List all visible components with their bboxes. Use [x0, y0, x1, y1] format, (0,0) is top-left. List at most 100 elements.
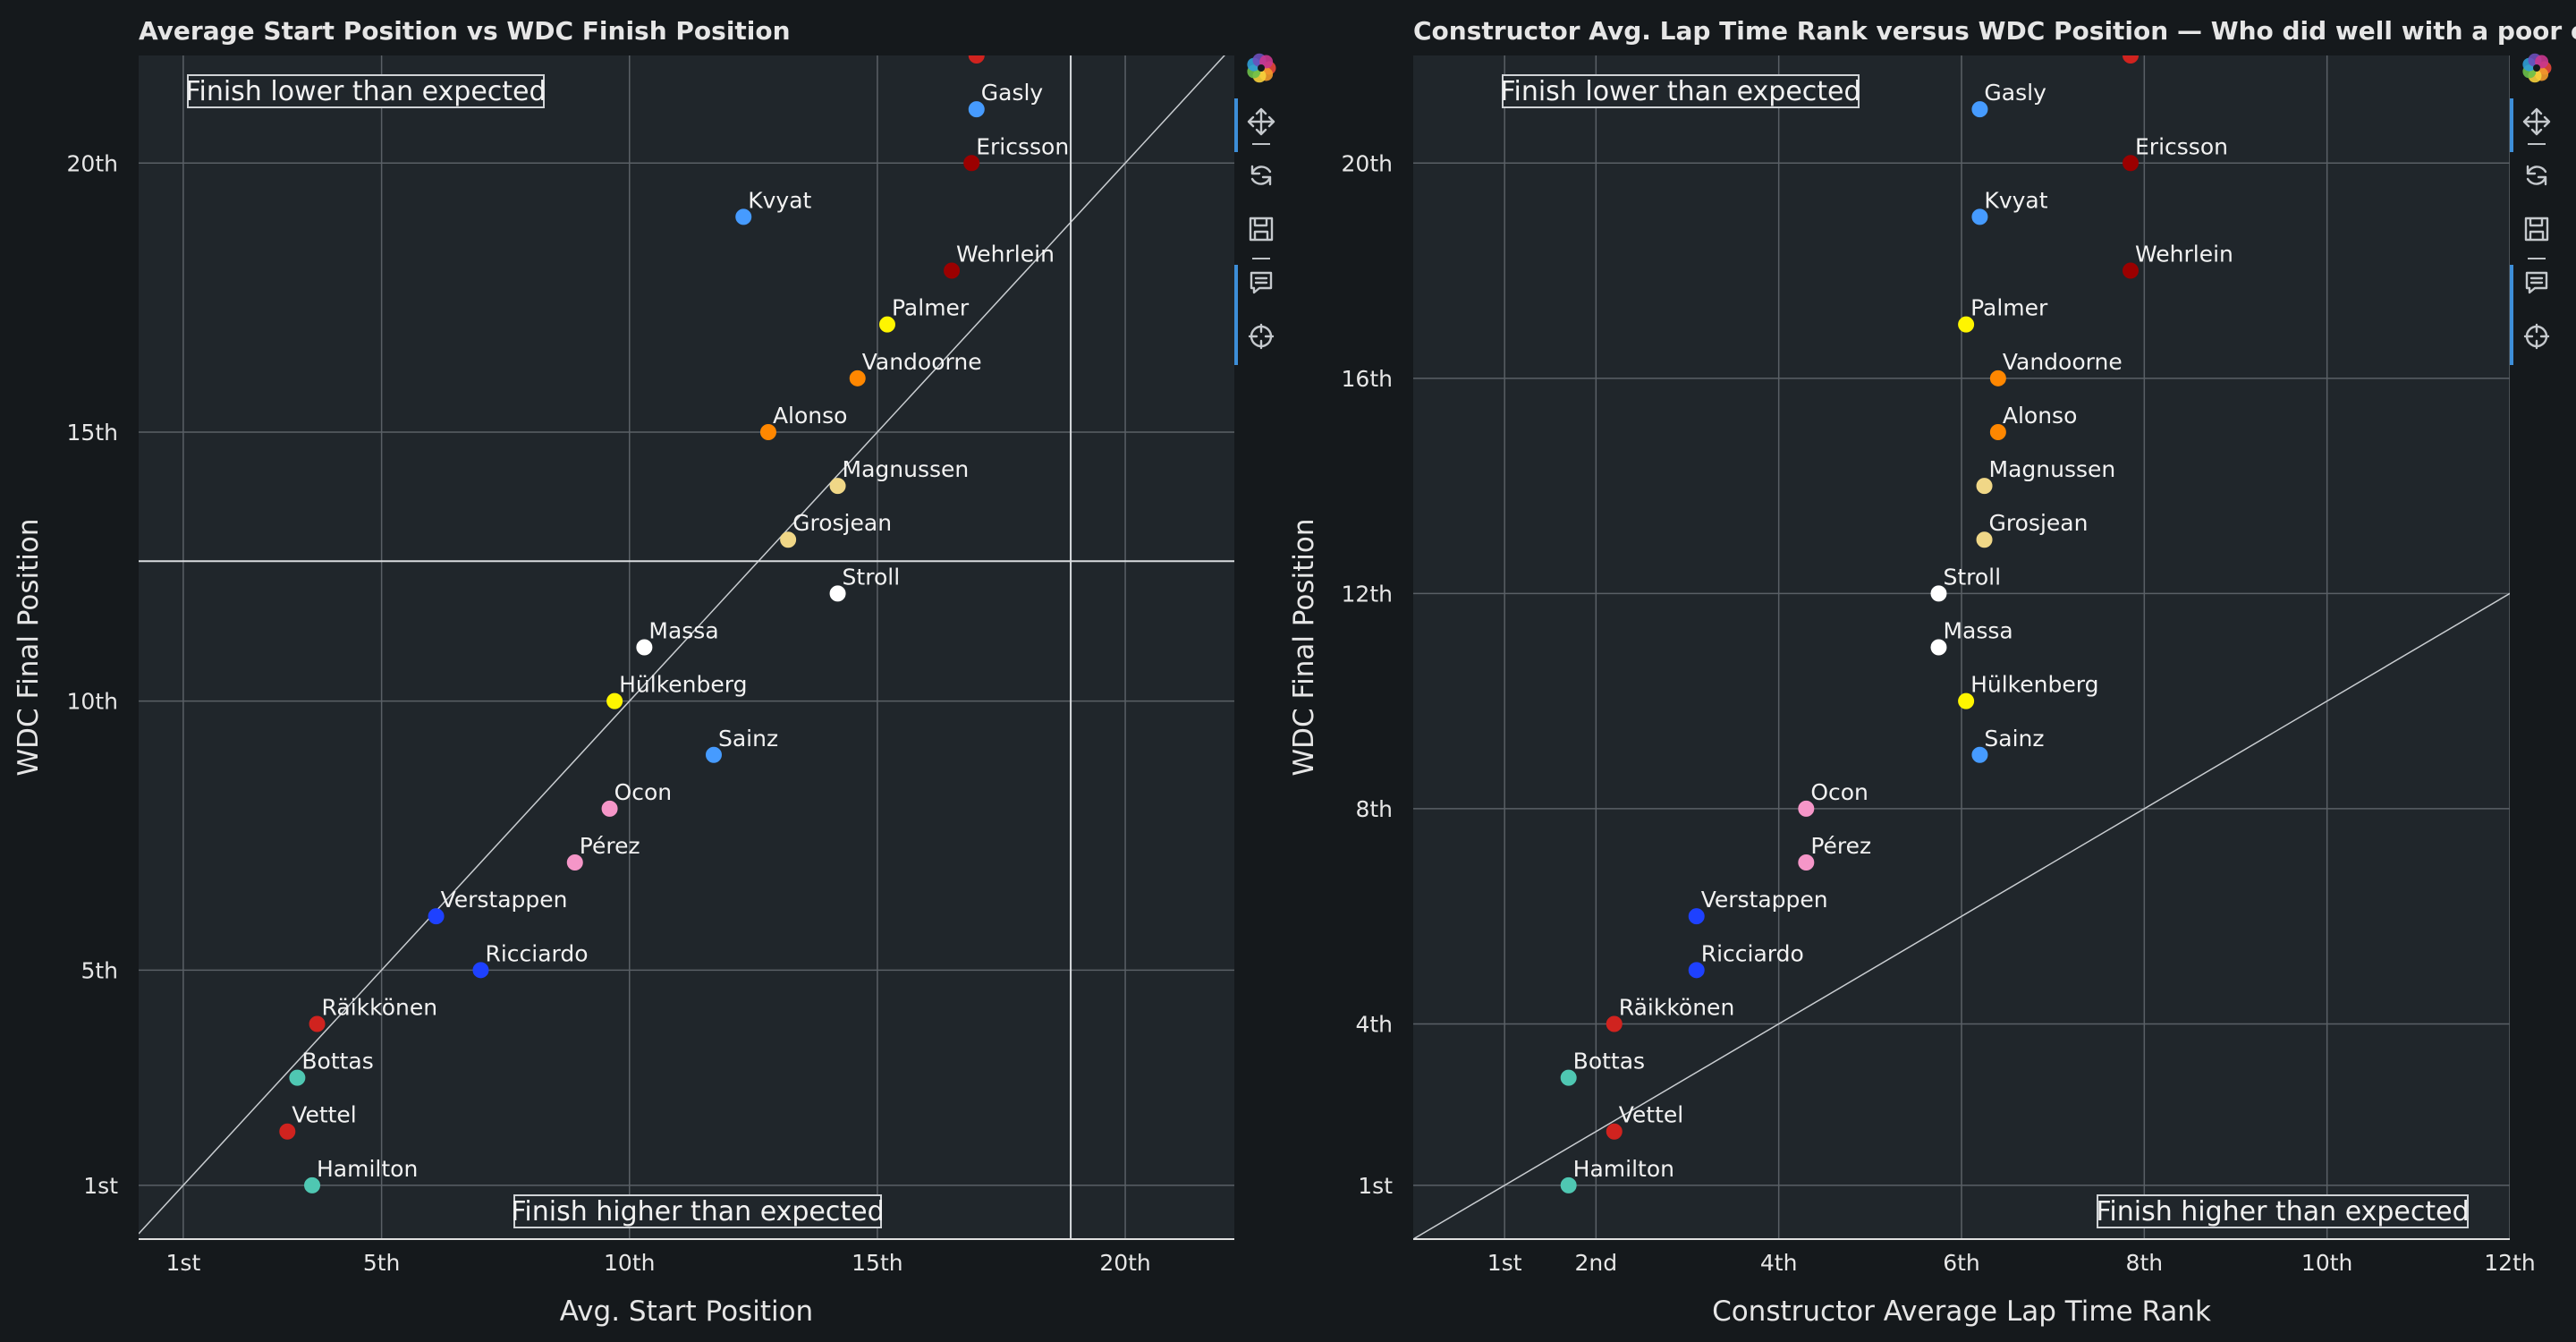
data-point[interactable]	[1976, 478, 1993, 495]
y-tick-label: 16th	[1342, 366, 1393, 392]
y-tick-label: 20th	[67, 150, 118, 176]
data-point[interactable]	[304, 1176, 321, 1193]
bokeh-logo-icon[interactable]	[2519, 50, 2555, 86]
data-point[interactable]	[829, 478, 846, 495]
data-point[interactable]	[829, 585, 846, 602]
data-point[interactable]	[289, 1069, 306, 1086]
x-tick-label: 1st	[166, 1250, 201, 1276]
save-icon[interactable]	[1243, 211, 1279, 247]
data-point[interactable]	[2123, 262, 2140, 279]
data-point[interactable]	[1560, 1069, 1577, 1086]
data-point[interactable]	[849, 369, 866, 386]
pan-icon[interactable]	[2519, 104, 2555, 140]
point-label: Alonso	[2003, 403, 2078, 429]
point-label: Vettel	[1619, 1102, 1683, 1128]
data-point[interactable]	[2123, 48, 2140, 64]
data-point[interactable]	[1930, 585, 1947, 602]
toolbar-separator	[2528, 258, 2546, 259]
plot-area[interactable]	[139, 55, 1234, 1239]
data-point[interactable]	[878, 316, 895, 333]
y-tick-label: 1st	[1358, 1173, 1393, 1199]
x-tick-label: 5th	[363, 1250, 401, 1276]
point-label: Gasly	[1984, 80, 2046, 106]
data-point[interactable]	[1606, 1015, 1623, 1032]
data-point[interactable]	[636, 639, 653, 656]
pan-icon[interactable]	[1243, 104, 1279, 140]
data-point[interactable]	[1976, 531, 1993, 548]
data-point[interactable]	[1798, 800, 1815, 817]
x-axis-label: Avg. Start Position	[560, 1295, 813, 1328]
data-point[interactable]	[601, 800, 618, 817]
point-label: Stroll	[843, 564, 901, 590]
active-tool-indicator	[2510, 265, 2513, 365]
annotation-box	[1502, 74, 1860, 108]
data-point[interactable]	[1930, 639, 1947, 656]
data-point[interactable]	[705, 746, 722, 763]
point-label: Ricciardo	[485, 940, 588, 966]
annotation-box	[513, 1194, 882, 1228]
right-chart-panel: Constructor Avg. Lap Time Rank versus WD…	[1288, 0, 2576, 1342]
reset-icon[interactable]	[1243, 157, 1279, 193]
annotation-text: Finish lower than expected	[185, 76, 546, 107]
data-point[interactable]	[1971, 101, 1988, 118]
data-point[interactable]	[1688, 908, 1705, 925]
point-label: Räikkönen	[1619, 994, 1735, 1020]
data-point[interactable]	[428, 908, 445, 925]
laptime-rank-vs-finish-chart[interactable]: Constructor Avg. Lap Time Rank versus WD…	[1288, 0, 2576, 1342]
data-point[interactable]	[1798, 854, 1815, 871]
point-label: Alonso	[773, 403, 848, 429]
data-point[interactable]	[759, 423, 776, 440]
hover-icon[interactable]	[1243, 265, 1279, 301]
data-point[interactable]	[1958, 692, 1975, 709]
x-tick-label: 1st	[1487, 1250, 1522, 1276]
point-label: Verstappen	[441, 887, 568, 913]
data-point[interactable]	[566, 854, 583, 871]
active-tool-indicator	[1234, 265, 1238, 365]
diagonal-reference-line	[1413, 592, 2510, 1239]
data-point[interactable]	[1560, 1176, 1577, 1193]
toolbar-separator	[1252, 143, 1270, 145]
x-axis-label: Constructor Average Lap Time Rank	[1712, 1295, 2211, 1328]
data-point[interactable]	[1989, 423, 2006, 440]
data-point[interactable]	[309, 1015, 326, 1032]
y-axis-label: WDC Final Position	[13, 518, 45, 776]
reset-icon[interactable]	[2519, 157, 2555, 193]
data-point[interactable]	[1971, 208, 1988, 225]
y-tick-label: 15th	[67, 420, 118, 446]
annotation-text: Finish higher than expected	[511, 1196, 884, 1227]
x-tick-label: 12th	[2484, 1250, 2535, 1276]
data-point[interactable]	[735, 208, 752, 225]
data-point[interactable]	[1989, 369, 2006, 386]
point-label: Pérez	[580, 833, 640, 859]
active-tool-indicator	[2510, 98, 2513, 152]
diagonal-reference-line	[139, 55, 1225, 1235]
data-point[interactable]	[944, 262, 961, 279]
data-point[interactable]	[279, 1123, 296, 1140]
data-point[interactable]	[606, 692, 623, 709]
plot-layer: Hamilton Vettel Bottas Räikkönen Ricciardo Ve…	[139, 48, 1234, 1239]
point-label: Hamilton	[317, 1156, 418, 1182]
point-label: Gasly	[981, 80, 1044, 106]
hover-icon[interactable]	[2519, 265, 2555, 301]
data-point[interactable]	[1958, 316, 1975, 333]
point-label: Stroll	[1943, 564, 2001, 590]
data-point[interactable]	[1971, 746, 1988, 763]
data-point[interactable]	[968, 101, 985, 118]
data-point[interactable]	[1606, 1123, 1623, 1140]
bokeh-logo-icon[interactable]	[1243, 50, 1279, 86]
plot-layer: Hamilton Vettel Bottas Räikkönen Ricciardo Ve…	[1413, 48, 2510, 1239]
data-point[interactable]	[963, 155, 980, 172]
data-point[interactable]	[2123, 155, 2140, 172]
annotation-box	[2097, 1194, 2469, 1228]
point-label: Magnussen	[843, 456, 970, 482]
start-vs-finish-chart[interactable]: Average Start Position vs WDC Finish Pos…	[0, 0, 1288, 1342]
save-icon[interactable]	[2519, 211, 2555, 247]
y-tick-label: 12th	[1342, 581, 1393, 607]
crosshair-icon[interactable]	[2519, 319, 2555, 354]
data-point[interactable]	[780, 531, 797, 548]
crosshair-icon[interactable]	[1243, 319, 1279, 354]
data-point[interactable]	[968, 48, 985, 64]
data-point[interactable]	[472, 962, 489, 979]
data-point[interactable]	[1688, 962, 1705, 979]
y-tick-label: 5th	[80, 957, 118, 983]
